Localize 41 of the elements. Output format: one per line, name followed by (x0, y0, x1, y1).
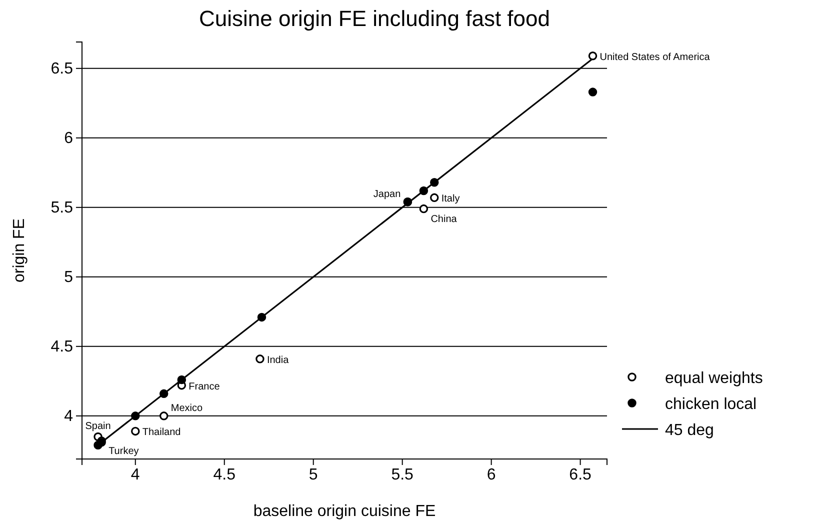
annotation: United States of America (600, 52, 710, 63)
annotation: Japan (373, 188, 401, 200)
x-tick-label: 4.5 (213, 466, 236, 484)
y-tick-label: 4.5 (50, 338, 74, 356)
annotation: Italy (441, 194, 460, 205)
point (177, 375, 186, 384)
x-tick-label: 4 (130, 466, 140, 484)
annotation: India (266, 354, 290, 366)
x-tick-label: 6.5 (569, 466, 592, 484)
legend-label: chicken local (665, 396, 757, 413)
y-axis-title: origin FE (11, 218, 28, 283)
y-tick-label: 5 (64, 269, 74, 286)
annotation: Turkey (108, 446, 139, 457)
annotation: Mexico (170, 402, 203, 414)
point (588, 52, 598, 60)
point (256, 354, 264, 364)
y-tick-label: 4 (64, 408, 74, 426)
x-tick-label: 6 (486, 466, 496, 484)
point (430, 193, 439, 202)
legend-label: 45 deg (665, 422, 714, 439)
x-tick-label: 5 (308, 466, 318, 484)
y-tick-label: 6.5 (50, 60, 74, 78)
point (159, 412, 168, 420)
legend-label: equal weights (665, 370, 763, 387)
x-tick-label: 5.5 (391, 466, 414, 484)
point (588, 88, 598, 96)
point (257, 312, 266, 322)
annotation: France (188, 381, 220, 392)
annotation: Thailand (142, 427, 181, 438)
point (131, 426, 140, 436)
annotation: China (430, 214, 458, 225)
y-tick-label: 6 (64, 130, 74, 148)
annotation: Spain (85, 420, 111, 432)
point (419, 186, 428, 196)
y-tick-label: 5.5 (50, 200, 74, 217)
point (159, 389, 168, 398)
point (430, 178, 439, 187)
point (419, 204, 428, 214)
x-axis-title: baseline origin cuisine FE (253, 503, 436, 520)
chart-title: Cuisine origin FE including fast food (199, 6, 550, 31)
point (131, 412, 140, 420)
